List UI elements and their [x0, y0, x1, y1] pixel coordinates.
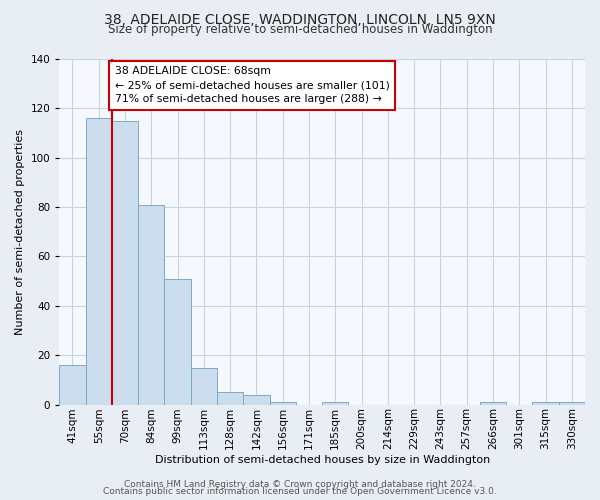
Bar — [164, 278, 191, 404]
Text: 38 ADELAIDE CLOSE: 68sqm
← 25% of semi-detached houses are smaller (101)
71% of : 38 ADELAIDE CLOSE: 68sqm ← 25% of semi-d… — [115, 66, 389, 104]
Bar — [244, 394, 269, 404]
Bar — [59, 365, 86, 405]
Bar — [112, 120, 138, 405]
Bar — [559, 402, 585, 404]
Bar — [532, 402, 559, 404]
Bar — [138, 204, 164, 404]
Bar — [191, 368, 217, 405]
Text: Size of property relative to semi-detached houses in Waddington: Size of property relative to semi-detach… — [107, 22, 493, 36]
Bar — [480, 402, 506, 404]
Text: Contains public sector information licensed under the Open Government Licence v3: Contains public sector information licen… — [103, 488, 497, 496]
Bar — [86, 118, 112, 405]
X-axis label: Distribution of semi-detached houses by size in Waddington: Distribution of semi-detached houses by … — [155, 455, 490, 465]
Bar — [217, 392, 244, 404]
Text: Contains HM Land Registry data © Crown copyright and database right 2024.: Contains HM Land Registry data © Crown c… — [124, 480, 476, 489]
Bar — [269, 402, 296, 404]
Y-axis label: Number of semi-detached properties: Number of semi-detached properties — [15, 129, 25, 335]
Bar — [322, 402, 349, 404]
Text: 38, ADELAIDE CLOSE, WADDINGTON, LINCOLN, LN5 9XN: 38, ADELAIDE CLOSE, WADDINGTON, LINCOLN,… — [104, 12, 496, 26]
